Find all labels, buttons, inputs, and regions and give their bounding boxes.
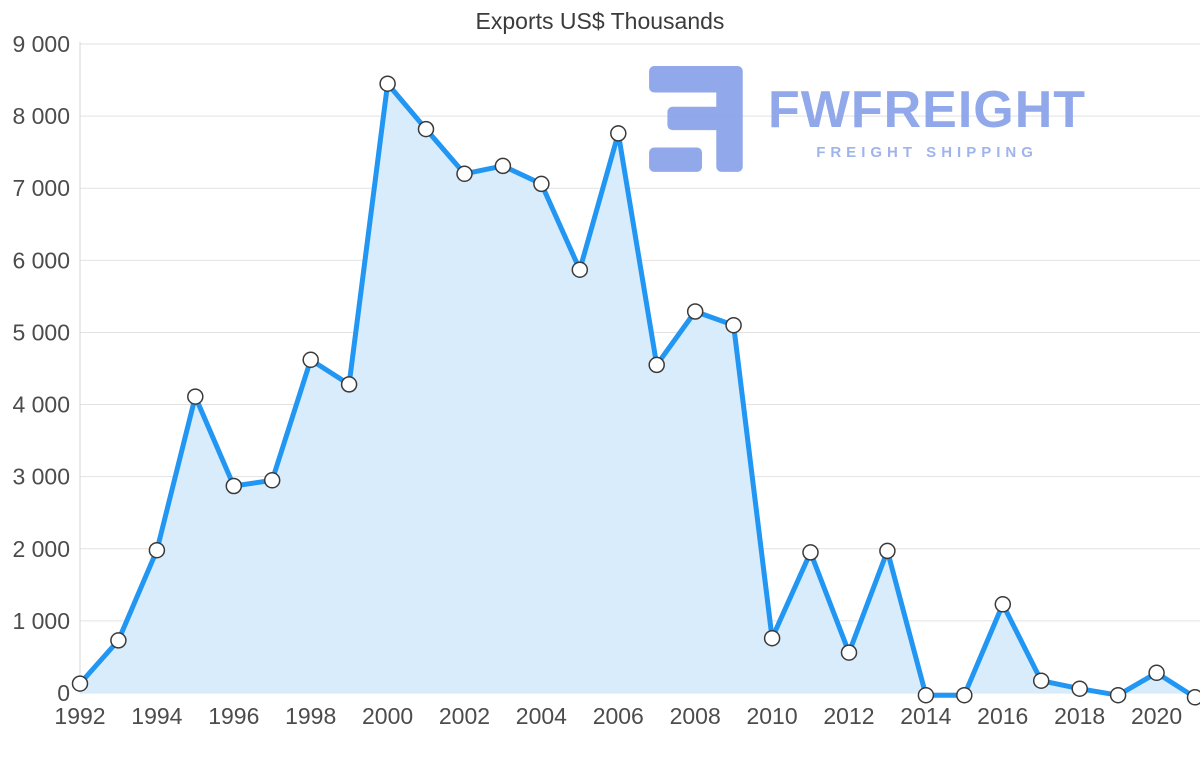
svg-text:5 000: 5 000 [12,319,70,345]
svg-text:4 000: 4 000 [12,392,70,418]
svg-text:2016: 2016 [977,703,1028,729]
svg-text:2020: 2020 [1131,703,1182,729]
svg-text:1 000: 1 000 [12,608,70,634]
svg-text:9 000: 9 000 [12,31,70,57]
svg-text:2012: 2012 [823,703,874,729]
svg-text:2000: 2000 [362,703,413,729]
svg-text:2 000: 2 000 [12,536,70,562]
svg-text:8 000: 8 000 [12,103,70,129]
svg-text:6 000: 6 000 [12,247,70,273]
svg-text:3 000: 3 000 [12,464,70,490]
svg-text:1998: 1998 [285,703,336,729]
svg-text:2014: 2014 [900,703,951,729]
svg-text:2002: 2002 [439,703,490,729]
chart-title: Exports US$ Thousands [475,8,725,34]
svg-text:1994: 1994 [131,703,182,729]
svg-text:2004: 2004 [516,703,567,729]
svg-text:1996: 1996 [208,703,259,729]
svg-text:0: 0 [57,680,70,706]
svg-text:2006: 2006 [593,703,644,729]
svg-text:2010: 2010 [746,703,797,729]
svg-text:2018: 2018 [1054,703,1105,729]
svg-text:1992: 1992 [54,703,105,729]
svg-text:2008: 2008 [670,703,721,729]
svg-text:7 000: 7 000 [12,175,70,201]
